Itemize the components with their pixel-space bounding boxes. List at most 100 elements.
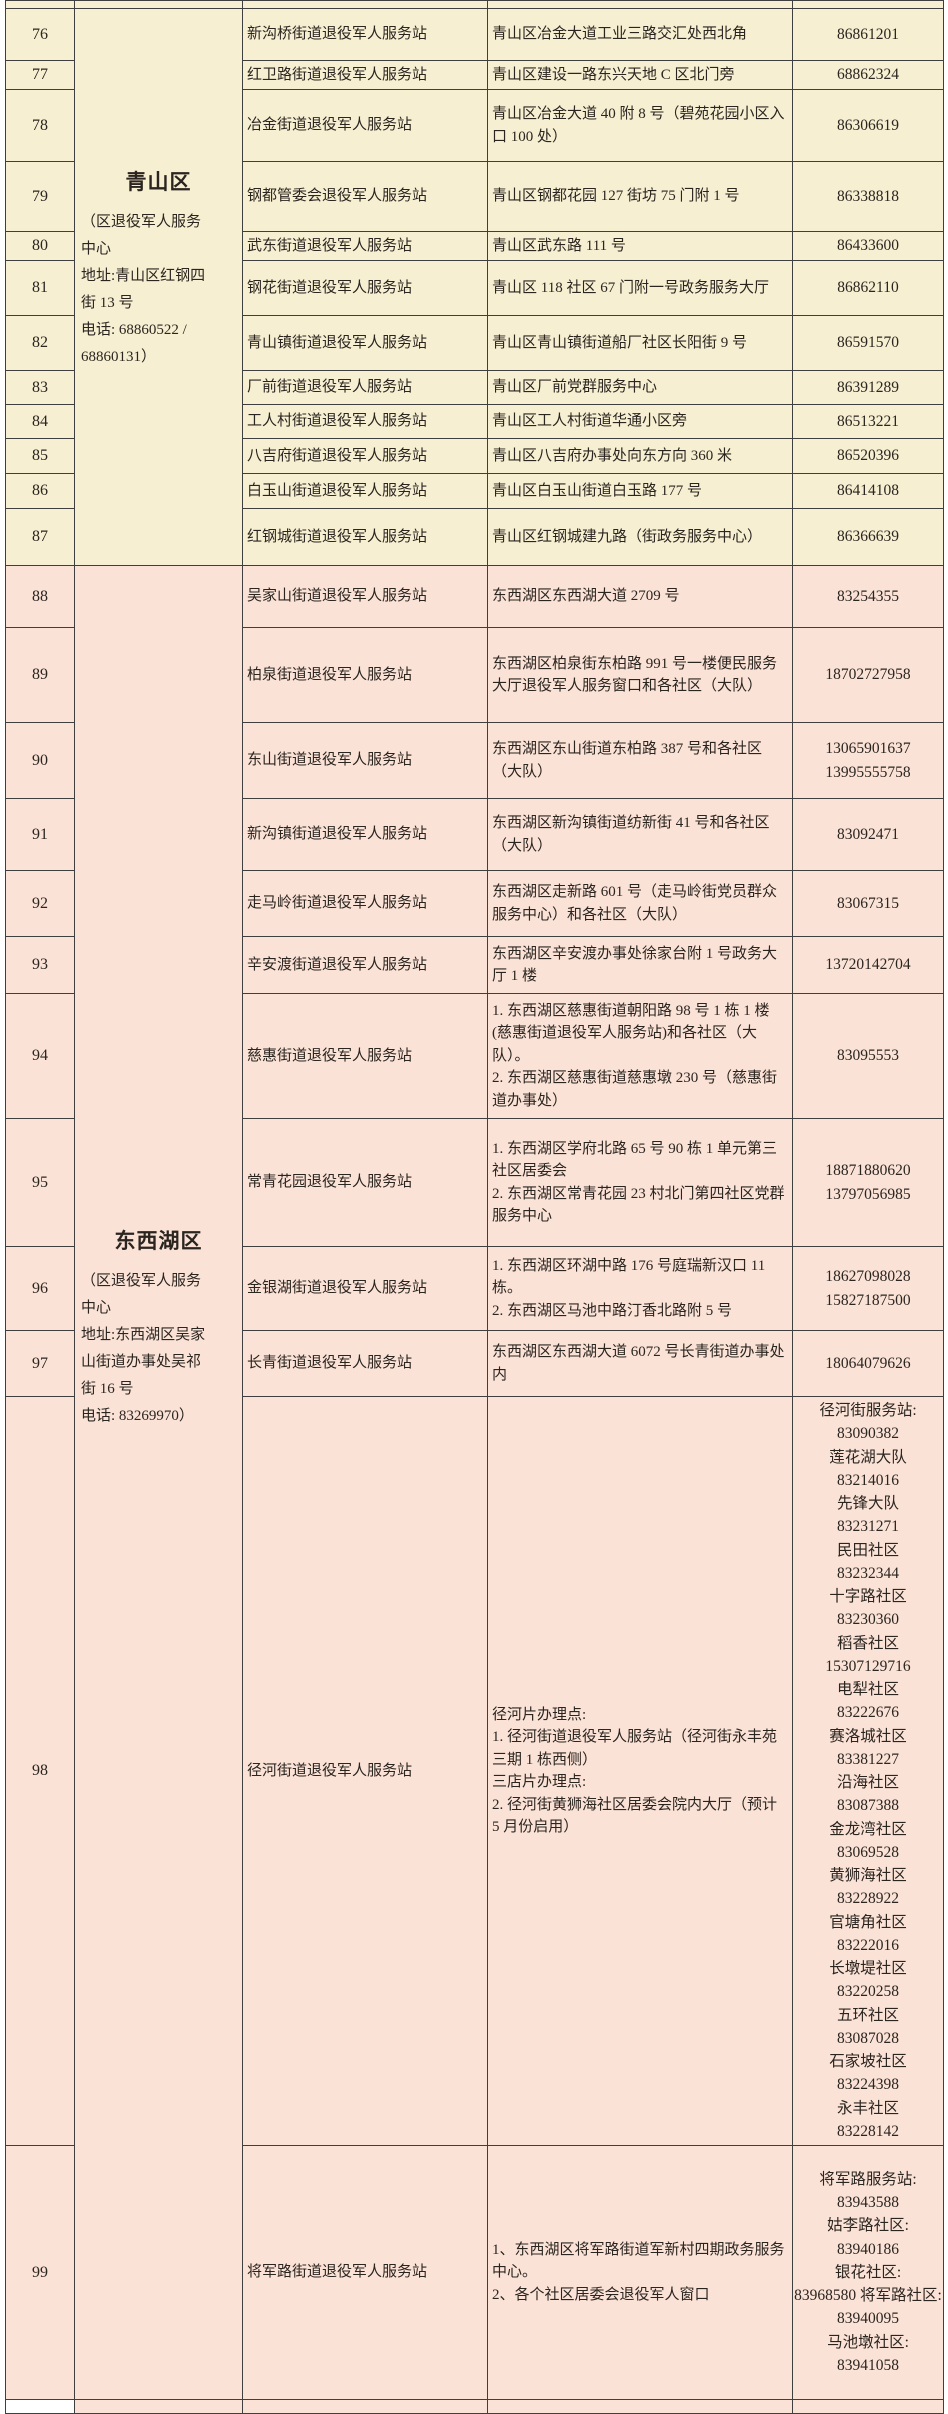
table-row: 94 慈惠街道退役军人服务站 1. 东西湖区慈惠街道朝阳路 98 号 1 栋 1 楼… <box>5 993 944 1119</box>
address-cell: 东西湖区东山街道东柏路 387 号和各社区（大队） <box>487 722 793 799</box>
row-number-cell: 78 <box>5 89 75 162</box>
row-number-cell: 79 <box>5 161 75 232</box>
phone-cell: 86391289 <box>792 370 944 405</box>
address-cell: 青山区厂前党群服务中心 <box>487 370 793 405</box>
phone-cell: 86513221 <box>792 404 944 439</box>
table-row: 76 青山区 （区退役军人服务 中心 地址:青山区红钢四 街 13 号 电话: 68… <box>5 8 944 566</box>
row-number-cell: 95 <box>5 1118 75 1247</box>
district-info: 青山区 （区退役军人服务 中心 地址:青山区红钢四 街 13 号 电话: 6886… <box>76 167 242 371</box>
row-number-cell: 86 <box>5 473 75 509</box>
station-name-cell: 吴家山街道退役军人服务站 <box>242 565 488 628</box>
station-name-cell: 径河街道退役军人服务站 <box>242 1396 488 2146</box>
station-name-cell: 辛安渡街道退役军人服务站 <box>242 936 488 994</box>
address-cell <box>487 2399 793 2414</box>
station-name-cell: 东山街道退役军人服务站 <box>242 722 488 799</box>
station-name-cell: 钢花街道退役军人服务站 <box>242 260 488 316</box>
station-name-cell: 武东街道退役军人服务站 <box>242 231 488 261</box>
partial-row-top <box>5 0 944 9</box>
district-cell: 东西湖区 （区退役军人服务 中心 地址:东西湖区吴家 山街道办事处吴祁 街 16 … <box>74 565 243 2400</box>
station-name-cell: 走马岭街道退役军人服务站 <box>242 870 488 937</box>
row-number-cell: 94 <box>5 993 75 1119</box>
station-name-cell: 将军路街道退役军人服务站 <box>242 2145 488 2400</box>
address-cell: 东西湖区东西湖大道 2709 号 <box>487 565 793 628</box>
phone-cell: 13720142704 <box>792 936 944 994</box>
row-number-cell: 84 <box>5 404 75 439</box>
address-cell: 1. 东西湖区环湖中路 176 号庭瑞新汉口 11 栋。 2. 东西湖区马池中路… <box>487 1246 793 1331</box>
phone-cell: 86520396 <box>792 438 944 474</box>
table-row: 90 东山街道退役军人服务站 东西湖区东山街道东柏路 387 号和各社区（大队） 13… <box>5 722 944 799</box>
station-name-cell: 新沟镇街道退役军人服务站 <box>242 798 488 871</box>
station-name-cell: 厂前街道退役军人服务站 <box>242 370 488 405</box>
table-row: 81 钢花街道退役军人服务站 青山区 118 社区 67 门附一号政务服务大厅 868… <box>5 260 944 316</box>
address-cell: 1. 东西湖区慈惠街道朝阳路 98 号 1 栋 1 楼(慈惠街道退役军人服务站)… <box>487 993 793 1119</box>
row-number-cell: 90 <box>5 722 75 799</box>
phone-cell: 86861201 <box>792 8 944 61</box>
table-row: 86 白玉山街道退役军人服务站 青山区白玉山街道白玉路 177 号 86414108 <box>5 473 944 509</box>
district-cell: 青山区 （区退役军人服务 中心 地址:青山区红钢四 街 13 号 电话: 6886… <box>74 8 243 566</box>
district-contact-note: （区退役军人服务 中心 地址:东西湖区吴家 山街道办事处吴祁 街 16 号 电话… <box>81 1272 206 1424</box>
address-cell: 青山区红钢城建九路（街政务服务中心） <box>487 508 793 566</box>
table-row: 99 将军路街道退役军人服务站 1、东西湖区将军路街道军新村四期政务服务中心。 2、… <box>5 2145 944 2400</box>
address-cell: 青山区冶金大道 40 附 8 号（碧苑花园小区入口 100 处） <box>487 89 793 162</box>
station-name-cell: 慈惠街道退役军人服务站 <box>242 993 488 1119</box>
address-cell: 东西湖区走新路 601 号（走马岭街党员群众服务中心）和各社区（大队） <box>487 870 793 937</box>
address-cell: 青山区白玉山街道白玉路 177 号 <box>487 473 793 509</box>
table-row: 92 走马岭街道退役军人服务站 东西湖区走新路 601 号（走马岭街党员群众服务中心… <box>5 870 944 937</box>
phone-cell: 83254355 <box>792 565 944 628</box>
table-row: 91 新沟镇街道退役军人服务站 东西湖区新沟镇街道纺新街 41 号和各社区（大队） 8… <box>5 798 944 871</box>
row-number-cell: 93 <box>5 936 75 994</box>
phone-cell: 86591570 <box>792 315 944 371</box>
phone-cell: 将军路服务站: 83943588 姑李路社区: 83940186 银花社区: 8… <box>792 2145 944 2400</box>
station-name-cell: 工人村街道退役军人服务站 <box>242 404 488 439</box>
phone-cell: 86433600 <box>792 231 944 261</box>
address-cell: 青山区青山镇街道船厂社区长阳街 9 号 <box>487 315 793 371</box>
station-name-cell: 常青花园退役军人服务站 <box>242 1118 488 1247</box>
station-name-cell: 金银湖街道退役军人服务站 <box>242 1246 488 1331</box>
address-cell: 青山区冶金大道工业三路交汇处西北角 <box>487 8 793 61</box>
phone-cell: 18871880620 13797056985 <box>792 1118 944 1247</box>
row-number-cell: 97 <box>5 1330 75 1397</box>
station-name-cell: 青山镇街道退役军人服务站 <box>242 315 488 371</box>
phone-cell: 86862110 <box>792 260 944 316</box>
address-cell: 径河片办理点: 1. 径河街道退役军人服务站（径河街永丰苑三期 1 栋西侧） 三… <box>487 1396 793 2146</box>
station-name-cell: 白玉山街道退役军人服务站 <box>242 473 488 509</box>
address-cell: 青山区 118 社区 67 门附一号政务服务大厅 <box>487 260 793 316</box>
address-cell: 青山区武东路 111 号 <box>487 231 793 261</box>
phone-cell: 13065901637 13995555758 <box>792 722 944 799</box>
station-name-cell: 柏泉街道退役军人服务站 <box>242 627 488 723</box>
station-name-cell: 钢都管委会退役军人服务站 <box>242 161 488 232</box>
row-number-cell: 81 <box>5 260 75 316</box>
station-name-cell: 红卫路街道退役军人服务站 <box>242 60 488 90</box>
row-number-cell: 82 <box>5 315 75 371</box>
district-name: 青山区 <box>125 170 192 194</box>
phone-cell: 18064079626 <box>792 1330 944 1397</box>
row-number-cell: 92 <box>5 870 75 937</box>
district-name: 东西湖区 <box>114 1229 203 1253</box>
table-row: 88 东西湖区 （区退役军人服务 中心 地址:东西湖区吴家 山街道办事处吴祁 街 1… <box>5 565 944 2400</box>
phone-cell: 86414108 <box>792 473 944 509</box>
address-cell: 1. 东西湖区学府北路 65 号 90 栋 1 单元第三社区居委会 2. 东西湖… <box>487 1118 793 1247</box>
table-row: 84 工人村街道退役军人服务站 青山区工人村街道华通小区旁 86513221 <box>5 404 944 439</box>
service-stations-table: 76 青山区 （区退役军人服务 中心 地址:青山区红钢四 街 13 号 电话: 68… <box>5 0 944 2414</box>
station-name-cell: 八吉府街道退役军人服务站 <box>242 438 488 474</box>
table-row: 82 青山镇街道退役军人服务站 青山区青山镇街道船厂社区长阳街 9 号 8659157… <box>5 315 944 371</box>
address-cell: 东西湖区新沟镇街道纺新街 41 号和各社区（大队） <box>487 798 793 871</box>
station-name-cell: 红钢城街道退役军人服务站 <box>242 508 488 566</box>
partial-row-bottom <box>5 2399 944 2414</box>
phone-cell <box>792 2399 944 2414</box>
phone-cell: 83092471 <box>792 798 944 871</box>
row-number-cell <box>5 0 75 9</box>
table-row: 77 红卫路街道退役军人服务站 青山区建设一路东兴天地 C 区北门旁 68862324 <box>5 60 944 90</box>
table-row: 97 长青街道退役军人服务站 东西湖区东西湖大道 6072 号长青街道办事处内 180… <box>5 1330 944 1397</box>
row-number-cell: 98 <box>5 1396 75 2146</box>
phone-cell: 83095553 <box>792 993 944 1119</box>
row-number-cell: 80 <box>5 231 75 261</box>
address-cell: 青山区八吉府办事处向东方向 360 米 <box>487 438 793 474</box>
row-number-cell: 99 <box>5 2145 75 2400</box>
row-number-cell: 91 <box>5 798 75 871</box>
row-number-cell: 89 <box>5 627 75 723</box>
row-number-cell: 88 <box>5 565 75 628</box>
table-row: 93 辛安渡街道退役军人服务站 东西湖区辛安渡办事处徐家台附 1 号政务大厅 1 楼… <box>5 936 944 994</box>
address-cell: 青山区建设一路东兴天地 C 区北门旁 <box>487 60 793 90</box>
address-cell: 青山区钢都花园 127 街坊 75 门附 1 号 <box>487 161 793 232</box>
